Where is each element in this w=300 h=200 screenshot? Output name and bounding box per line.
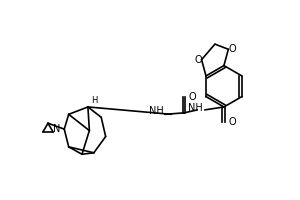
Text: NH: NH	[148, 106, 163, 116]
Text: O: O	[188, 92, 196, 102]
Text: O: O	[228, 44, 236, 54]
Text: O: O	[194, 55, 202, 65]
Text: N: N	[53, 124, 61, 134]
Text: O: O	[228, 117, 236, 127]
Text: H: H	[92, 96, 98, 105]
Text: NH: NH	[188, 103, 203, 113]
